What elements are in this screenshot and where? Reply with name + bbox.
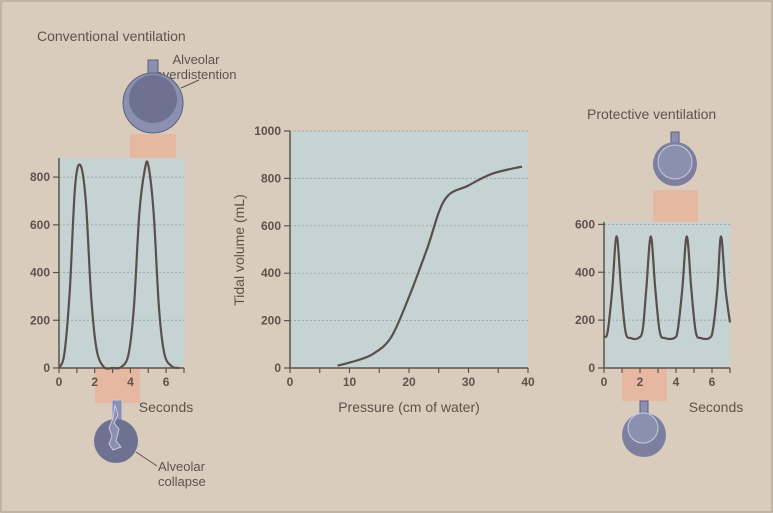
y-tick-label: 400 bbox=[30, 266, 50, 280]
alveolus-collapsed-icon bbox=[94, 399, 158, 467]
x-tick-label: 6 bbox=[709, 375, 716, 389]
band-protective-top bbox=[653, 190, 698, 223]
title-protective: Protective ventilation bbox=[587, 106, 716, 122]
chart-protective: 0 200 400 600 0 2 4 6 Seconds bbox=[575, 217, 743, 415]
x-tick-label: 40 bbox=[521, 375, 535, 389]
series-line bbox=[603, 235, 732, 341]
x-tick-label: 4 bbox=[673, 375, 680, 389]
plot-panel bbox=[59, 158, 184, 368]
y-tick-label: 400 bbox=[575, 265, 595, 279]
x-tick-label: 2 bbox=[637, 375, 644, 389]
series-line bbox=[57, 160, 179, 370]
x-tick-label: 0 bbox=[601, 375, 608, 389]
chart-pressure-volume: 0 200 400 600 800 1000 0 10 20 30 40 Pressure (cm o… bbox=[231, 124, 535, 415]
chart-conventional: 0 200 400 600 800 0 2 4 6 Seconds bbox=[30, 158, 193, 415]
y-tick-label: 200 bbox=[261, 314, 281, 328]
x-axis-label: Pressure (cm of water) bbox=[338, 399, 480, 415]
x-tick-label: 0 bbox=[287, 375, 294, 389]
x-tick-label: 30 bbox=[462, 375, 476, 389]
alveolus-protective-top-icon bbox=[653, 131, 697, 186]
x-axis-label: Seconds bbox=[139, 399, 193, 415]
title-conventional: Conventional ventilation bbox=[37, 28, 186, 44]
y-tick-label: 600 bbox=[30, 218, 50, 232]
band-protective-bottom bbox=[622, 368, 667, 401]
annotation-collapse-1: Alveolar bbox=[158, 459, 206, 474]
y-tick-label: 0 bbox=[274, 361, 281, 375]
plot-panel bbox=[290, 131, 528, 368]
y-tick-label: 800 bbox=[261, 171, 281, 185]
plot-panel bbox=[604, 222, 730, 368]
y-tick-label: 0 bbox=[43, 361, 50, 375]
alveolus-protective-bottom-icon bbox=[622, 400, 666, 457]
annotation-overdistention-1: Alveolar bbox=[173, 52, 221, 67]
series-line bbox=[337, 165, 523, 367]
alveolus-overdistended-icon bbox=[122, 59, 200, 134]
x-axis-label: Seconds bbox=[689, 399, 743, 415]
y-tick-label: 200 bbox=[30, 313, 50, 327]
x-tick-label: 0 bbox=[56, 375, 63, 389]
y-tick-label: 0 bbox=[588, 361, 595, 375]
y-tick-label: 400 bbox=[261, 266, 281, 280]
y-tick-label: 600 bbox=[575, 217, 595, 231]
annotation-collapse-2: collapse bbox=[158, 474, 206, 489]
x-tick-label: 10 bbox=[343, 375, 357, 389]
band-conventional-bottom bbox=[95, 368, 140, 403]
band-conventional-top bbox=[130, 134, 176, 159]
x-tick-label: 4 bbox=[127, 375, 134, 389]
y-tick-label: 800 bbox=[30, 170, 50, 184]
y-tick-label: 200 bbox=[575, 313, 595, 327]
x-tick-label: 2 bbox=[91, 375, 98, 389]
y-tick-label: 600 bbox=[261, 219, 281, 233]
y-tick-label: 1000 bbox=[254, 124, 281, 138]
y-axis-label: Tidal volume (mL) bbox=[231, 194, 247, 306]
annotation-overdistention-2: overdistention bbox=[156, 67, 237, 82]
x-tick-label: 20 bbox=[402, 375, 416, 389]
x-tick-label: 6 bbox=[163, 375, 170, 389]
